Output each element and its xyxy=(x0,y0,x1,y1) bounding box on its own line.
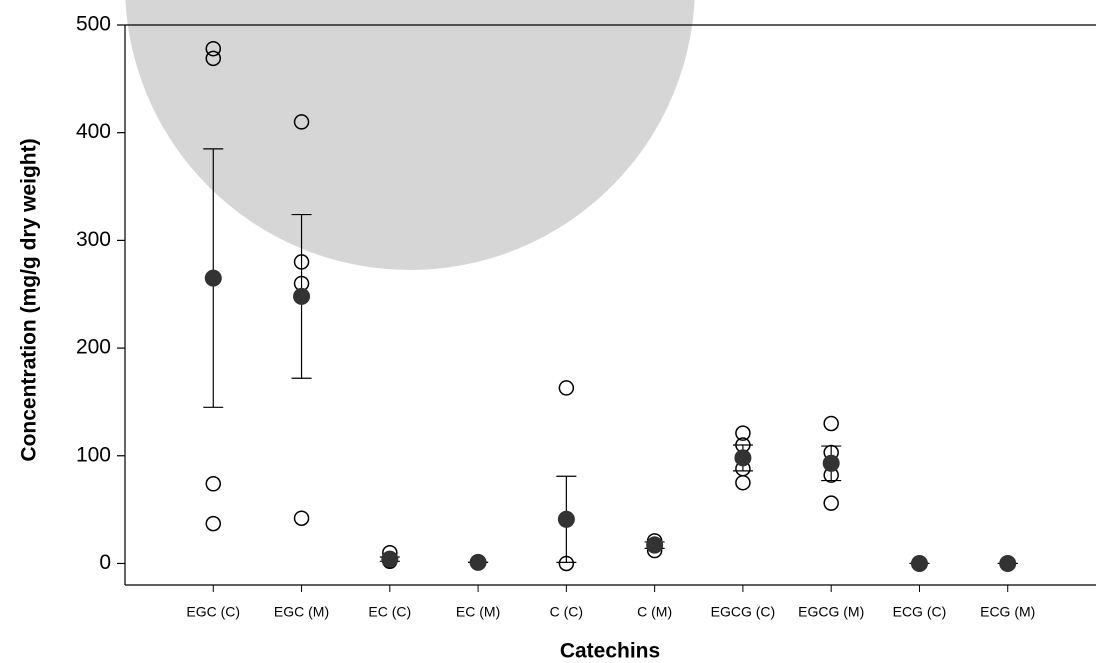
mean-point xyxy=(735,450,751,466)
x-tick-label: EC (M) xyxy=(456,604,500,620)
mean-point xyxy=(382,551,398,567)
mean-point xyxy=(911,555,927,571)
sample-point xyxy=(206,477,220,491)
mean-point xyxy=(294,288,310,304)
x-tick-label: C (M) xyxy=(637,604,672,620)
x-tick-label: EGCG (C) xyxy=(711,604,776,620)
x-tick-label: EGC (M) xyxy=(274,604,329,620)
x-tick-label: ECG (C) xyxy=(893,604,947,620)
y-tick-label: 100 xyxy=(76,443,111,466)
sample-point xyxy=(824,416,838,430)
sample-point xyxy=(736,476,750,490)
mean-point xyxy=(470,554,486,570)
y-tick-label: 500 xyxy=(76,13,111,36)
mean-point xyxy=(205,270,221,286)
mean-point xyxy=(823,455,839,471)
x-tick-label: EGC (C) xyxy=(186,604,240,620)
x-tick-label: C (C) xyxy=(550,604,583,620)
mean-point xyxy=(558,511,574,527)
y-tick-label: 200 xyxy=(76,336,111,359)
mean-point xyxy=(1000,555,1016,571)
sample-point xyxy=(295,511,309,525)
sample-point xyxy=(559,381,573,395)
sample-point xyxy=(824,496,838,510)
chart: Catechins Concentration (mg/g dry weight… xyxy=(0,0,1096,663)
watermark xyxy=(125,0,695,270)
x-tick-label: EC (C) xyxy=(368,604,411,620)
y-tick-label: 300 xyxy=(76,228,111,251)
mean-point xyxy=(647,537,663,553)
x-axis-title: Catechins xyxy=(560,640,660,663)
page: {"chart_data": { "type": "dot", "x_label… xyxy=(0,0,1096,663)
x-tick-label: ECG (M) xyxy=(980,604,1035,620)
y-axis-title: Concentration (mg/g dry weight) xyxy=(18,138,41,461)
y-tick-label: 400 xyxy=(76,120,111,143)
x-tick-label: EGCG (M) xyxy=(798,604,864,620)
sample-point xyxy=(206,517,220,531)
y-tick-label: 0 xyxy=(99,551,111,574)
